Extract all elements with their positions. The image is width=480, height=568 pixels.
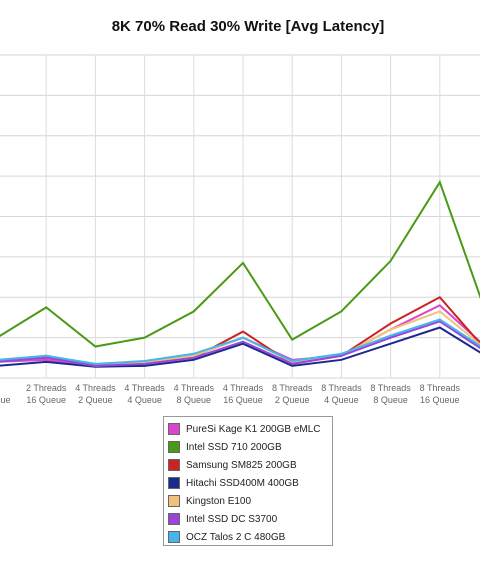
x-tick-label-queue: 4 Queue — [324, 395, 359, 405]
legend-label: PureSi Kage K1 200GB eMLC — [186, 423, 321, 435]
legend-label: Hitachi SSD400M 400GB — [186, 477, 299, 489]
series-line — [0, 318, 480, 365]
x-tick-label-threads: 8 Threads — [321, 383, 362, 393]
x-tick-label-threads: 8 Threads — [272, 383, 313, 393]
x-tick-label-queue: 8 Queue — [177, 395, 212, 405]
x-tick-label-queue: 2 Queue — [275, 395, 310, 405]
series-line — [0, 320, 480, 367]
legend-label: Kingston E100 — [186, 495, 252, 507]
x-tick-label-threads: 4 Threads — [223, 383, 264, 393]
legend-swatch — [168, 459, 180, 471]
chart-grid — [0, 54, 480, 379]
chart-series-group — [0, 179, 480, 368]
x-tick-label-threads: 4 Threads — [75, 383, 116, 393]
series-line — [0, 179, 480, 348]
x-tick-label-queue: 16 Queue — [26, 395, 66, 405]
legend-label: Intel SSD DC S3700 — [186, 513, 278, 525]
chart-title: 8K 70% Read 30% Write [Avg Latency] — [111, 18, 385, 35]
legend-item: Hitachi SSD400M 400GB — [168, 474, 332, 492]
legend-swatch — [168, 441, 180, 453]
x-tick-label-queue: 2 Queue — [78, 395, 113, 405]
legend-swatch — [168, 495, 180, 507]
x-tick-label-threads: 8 Threads — [420, 383, 461, 393]
x-tick-label-queue: 16 Queue — [223, 395, 263, 405]
legend-label: Samsung SM825 200GB — [186, 459, 297, 471]
legend-item: Kingston E100 — [168, 492, 332, 510]
x-tick-label-queue: 16 Queue — [420, 395, 460, 405]
legend-item: Intel SSD DC S3700 — [168, 510, 332, 528]
chart-legend: PureSi Kage K1 200GB eMLC Intel SSD 710 2… — [163, 416, 333, 546]
x-tick-label-threads: 4 Threads — [174, 383, 215, 393]
legend-item: PureSi Kage K1 200GB eMLC — [168, 420, 332, 438]
legend-label: OCZ Talos 2 C 480GB — [186, 531, 286, 543]
x-axis-ticks: Queue 2 Threads 16 Queue 4 Threads 2 Queue 4 … — [0, 383, 461, 405]
legend-swatch — [168, 477, 180, 489]
x-tick-label-threads: 4 Threads — [124, 383, 165, 393]
chart-plot: Queue 2 Threads 16 Queue 4 Threads 2 Queue 4 … — [0, 54, 480, 405]
x-tick-label-threads: 8 Threads — [370, 383, 411, 393]
legend-swatch — [168, 513, 180, 525]
legend-swatch — [168, 423, 180, 435]
x-tick-label-queue: 8 Queue — [373, 395, 408, 405]
legend-item: Samsung SM825 200GB — [168, 456, 332, 474]
legend-item: OCZ Talos 2 C 480GB — [168, 528, 332, 546]
legend-item: Intel SSD 710 200GB — [168, 438, 332, 456]
x-tick-label-queue: 4 Queue — [127, 395, 162, 405]
legend-swatch — [168, 531, 180, 543]
x-tick-label-threads: 2 Threads — [26, 383, 67, 393]
legend-label: Intel SSD 710 200GB — [186, 441, 282, 453]
series-line — [0, 326, 480, 368]
x-tick-label-queue: Queue — [0, 395, 11, 405]
